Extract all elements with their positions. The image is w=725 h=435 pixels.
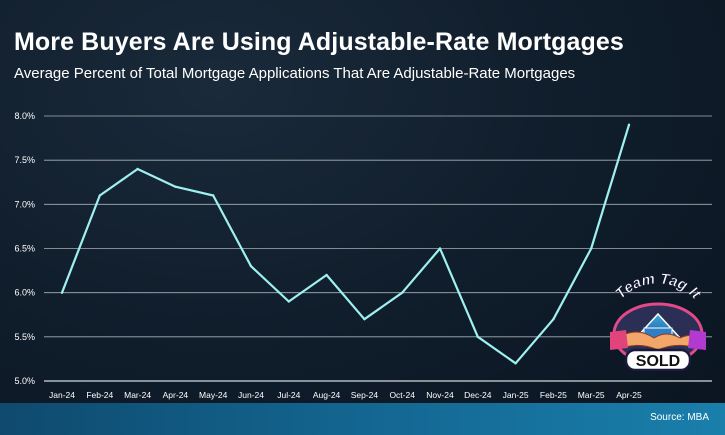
x-tick-label: Jan-24 [49,390,75,400]
y-tick-label: 5.0% [14,376,35,386]
y-tick-label: 5.5% [14,332,35,342]
logo-arc-text: Team Tag It [612,270,705,303]
logo-sold-text: SOLD [636,353,680,370]
x-tick-label: Jun-24 [238,390,264,400]
x-tick-label: Oct-24 [389,390,415,400]
data-point [136,167,139,171]
y-tick-label: 6.5% [14,244,35,254]
footer-band [0,403,725,435]
x-tick-label: Nov-24 [426,390,454,400]
data-point [60,291,64,294]
y-tick-label: 8.0% [14,111,35,121]
series-line [60,123,631,365]
x-tick-label: Jan-25 [503,390,529,400]
chart-title: More Buyers Are Using Adjustable-Rate Mo… [14,28,624,56]
team-tag-it-sold-logo: Team Tag It SOLD [610,270,706,372]
y-tick-label: 7.5% [14,155,35,165]
svg-text:Team Tag It: Team Tag It [612,270,705,303]
x-tick-label: May-24 [199,390,228,400]
x-axis: Jan-24 Feb-24 Mar-24 Apr-24 May-24 Jun-24 Jul-… [49,390,642,400]
x-tick-label: Jul-24 [277,390,300,400]
data-point [98,194,102,197]
x-tick-label: Apr-24 [163,390,189,400]
data-point [514,362,517,365]
grid-lines [44,115,712,382]
data-point [627,123,631,127]
data-point [212,194,215,197]
x-tick-label: Feb-25 [540,390,567,400]
data-point [476,335,479,339]
x-tick-label: Mar-25 [578,390,605,400]
x-tick-label: Aug-24 [313,390,341,400]
x-tick-label: Mar-24 [124,390,151,400]
data-point [249,264,253,268]
data-point [552,317,555,321]
y-tick-label: 7.0% [14,199,35,209]
x-tick-label: Dec-24 [464,390,492,400]
x-tick-label: Feb-24 [86,390,113,400]
data-point [363,317,366,321]
x-tick-label: Sep-24 [351,390,379,400]
data-point [438,247,442,250]
data-point [590,247,593,250]
x-tick-label: Apr-25 [616,390,642,400]
data-point [401,291,404,294]
y-tick-label: 6.0% [14,288,35,298]
source-note: Source: MBA [650,412,709,423]
data-point [287,300,290,303]
data-point [325,273,328,277]
data-point [174,185,177,188]
y-axis: 5.0% 5.5% 6.0% 6.5% 7.0% 7.5% 8.0% [14,111,35,386]
chart-subtitle: Average Percent of Total Mortgage Applic… [14,65,576,82]
series-layer [60,123,631,365]
